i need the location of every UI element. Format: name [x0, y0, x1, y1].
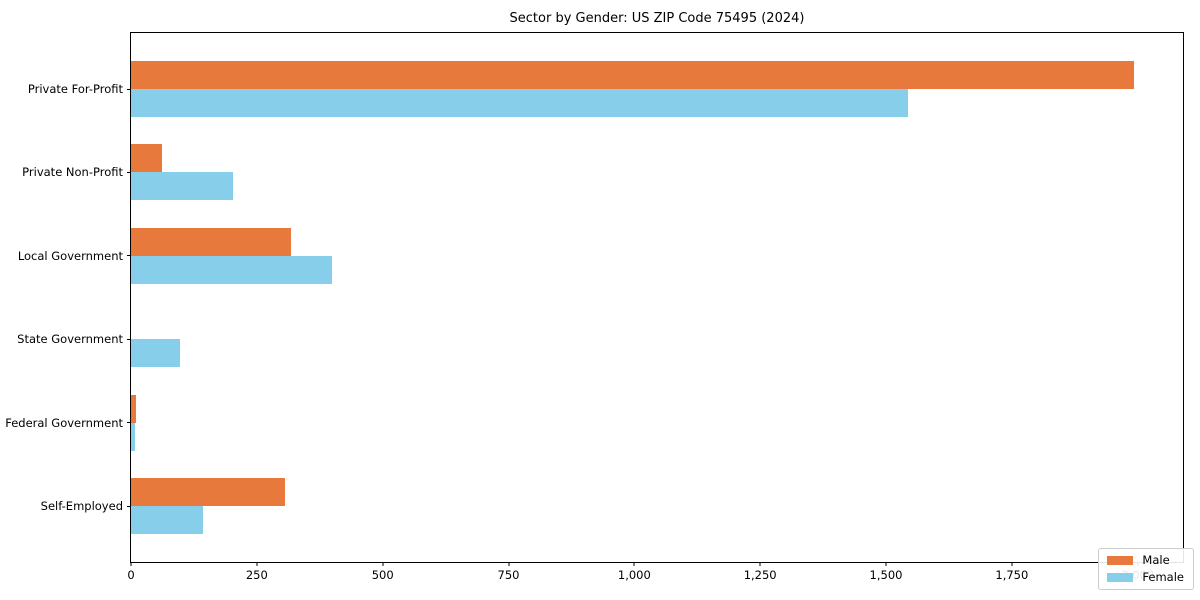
x-tick [382, 562, 384, 566]
y-axis-label: Private Non-Profit [22, 165, 123, 180]
y-axis-label: Local Government [17, 248, 123, 263]
y-axis-label: Self-Employed [40, 499, 123, 513]
x-tick [759, 562, 761, 566]
x-tick-label: 750 [497, 568, 520, 582]
bar-male [131, 478, 285, 506]
x-tick-label: 500 [371, 568, 394, 582]
bar-male [131, 144, 162, 173]
bar-female [131, 255, 333, 284]
bar-female [131, 339, 180, 368]
chart-title: Sector by Gender: US ZIP Code 75495 (202… [509, 11, 805, 26]
x-tick [130, 562, 132, 566]
x-tick [508, 562, 509, 566]
bar-female [131, 172, 233, 201]
legend-item-female: Female [1107, 569, 1184, 584]
plot-area: Private For-Profit Private Non-Profit Loca… [5, 32, 1184, 582]
y-tick [127, 338, 131, 340]
x-tick-label: 0 [127, 568, 135, 582]
y-axis-label: State Government [17, 332, 123, 347]
bar-male [131, 61, 1135, 89]
bar-male [131, 227, 292, 256]
legend: Male Female [1098, 548, 1194, 590]
bar-male [131, 394, 137, 423]
y-axis-label: Federal Government [5, 415, 123, 430]
x-tick [885, 562, 887, 566]
x-tick-label: 250 [245, 568, 268, 582]
legend-swatch-female [1107, 572, 1134, 582]
x-tick-label: 1,000 [617, 568, 651, 582]
legend-label-male: Male [1142, 553, 1170, 567]
y-tick [127, 422, 131, 424]
x-tick [1011, 562, 1013, 566]
y-axis-label: Private For-Profit [27, 82, 123, 96]
bar-female [131, 89, 909, 117]
y-tick [127, 505, 131, 507]
bar-female [131, 506, 203, 534]
x-tick-label: 1,750 [995, 568, 1029, 582]
y-tick [127, 171, 131, 173]
x-tick [633, 562, 635, 566]
x-tick-label: 1,250 [743, 568, 777, 582]
x-tick-label: 1,500 [869, 568, 903, 582]
y-tick [127, 88, 131, 90]
legend-swatch-male [1107, 556, 1134, 566]
bar-female [131, 422, 135, 451]
x-tick [256, 562, 258, 566]
legend-item-male: Male [1107, 553, 1184, 567]
legend-label-female: Female [1142, 569, 1184, 584]
y-tick [127, 255, 131, 257]
